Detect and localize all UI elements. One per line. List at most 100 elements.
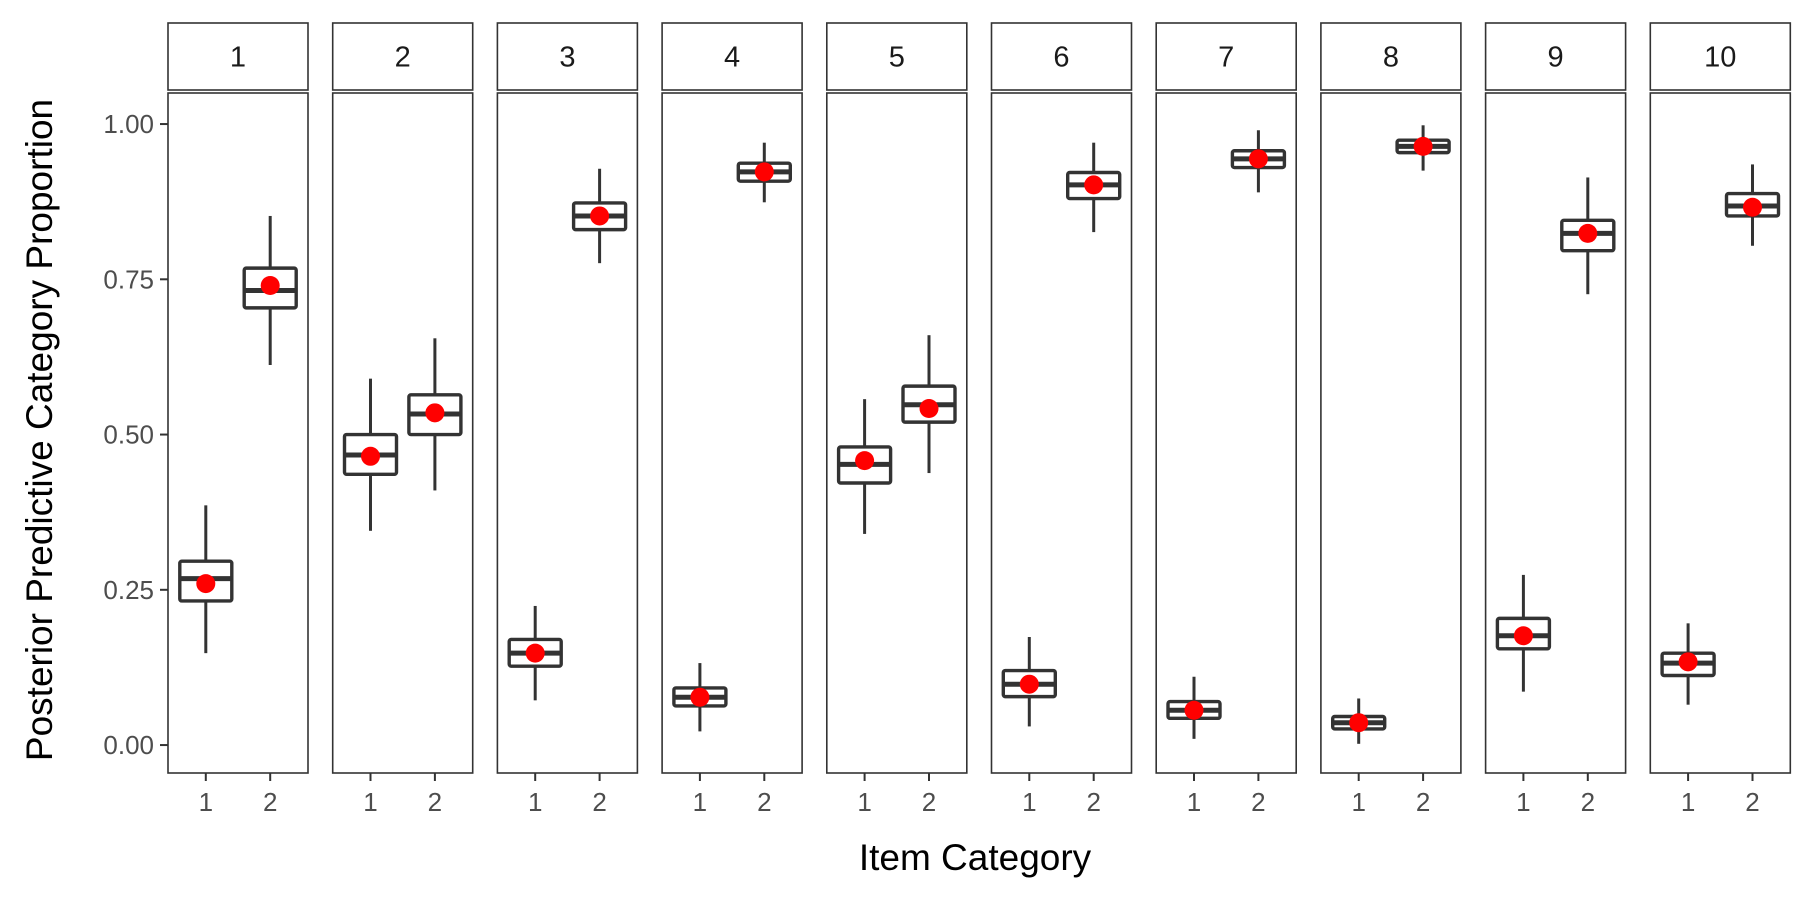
- observed-point: [855, 451, 875, 471]
- x-tick-label: 2: [1581, 787, 1595, 817]
- facet-strip: [167, 22, 309, 91]
- x-tick-label: 2: [592, 787, 606, 817]
- x-tick-label: 2: [1416, 787, 1430, 817]
- y-tick-label: 1.00: [103, 109, 154, 139]
- x-axis-title: Item Category: [859, 837, 1092, 878]
- x-tick-label: 2: [1086, 787, 1100, 817]
- facet-strip: [496, 22, 639, 91]
- observed-point: [590, 206, 610, 226]
- x-tick-label: 2: [1251, 787, 1265, 817]
- observed-point: [1513, 626, 1533, 646]
- y-axis: 0.00 0.25 0.50 0.75 1.00: [103, 109, 168, 760]
- boxplot-2-1: [342, 378, 399, 531]
- boxplot-1-1: [178, 505, 234, 654]
- observed-point: [1084, 175, 1104, 195]
- observed-point: [754, 162, 774, 182]
- facet-strip-label: 6: [1053, 42, 1069, 74]
- x-tick-label: 2: [263, 787, 277, 817]
- boxplot-2-2: [407, 338, 463, 491]
- facet-panel-1: 1 1 2: [167, 22, 309, 817]
- boxplot-6-2: [1065, 142, 1122, 233]
- facet-strip-label: 2: [395, 42, 411, 74]
- facet-panel-6: 6 1 2: [990, 22, 1133, 817]
- x-tick-label: 2: [428, 787, 442, 817]
- y-tick-label: 0.25: [103, 575, 154, 605]
- facet-strip: [1155, 22, 1297, 91]
- observed-point: [919, 398, 939, 418]
- facet-strip-label: 9: [1548, 42, 1564, 74]
- x-tick-label: 1: [199, 787, 213, 817]
- facet-plot-area: [1155, 92, 1297, 774]
- boxplot-4-1: [672, 663, 728, 732]
- x-tick-label: 1: [1681, 787, 1695, 817]
- x-tick-label: 2: [922, 787, 936, 817]
- facet-plot-area: [661, 92, 803, 774]
- y-axis-title: Posterior Predictive Category Proportion: [19, 99, 60, 761]
- boxplot-8-1: [1330, 698, 1387, 744]
- facet-plot-area: [1320, 92, 1462, 774]
- facet-strip-label: 1: [230, 42, 246, 74]
- boxplot-3-1: [507, 605, 563, 701]
- observed-point: [196, 574, 216, 594]
- observed-point: [1184, 700, 1204, 720]
- facet-strip-label: 5: [889, 42, 905, 74]
- observed-point: [425, 403, 445, 423]
- facet-strip: [1320, 22, 1462, 91]
- x-tick-label: 1: [1022, 787, 1036, 817]
- facet-panel-7: 7 1 2: [1155, 22, 1297, 817]
- boxplot-9-2: [1560, 177, 1616, 295]
- boxplot-7-2: [1230, 130, 1287, 193]
- observed-point: [1413, 136, 1433, 156]
- boxplot-7-1: [1166, 676, 1222, 739]
- x-tick-label: 2: [1745, 787, 1759, 817]
- facet-panel-5: 5 1 2: [825, 22, 968, 817]
- facet-strip: [1649, 22, 1792, 91]
- facet-plot-area: [167, 92, 309, 774]
- boxplot-10-1: [1660, 623, 1716, 705]
- x-tick-label: 1: [693, 787, 707, 817]
- x-tick-label: 1: [363, 787, 377, 817]
- facet-panel-9: 9 1 2: [1484, 22, 1627, 817]
- observed-point: [1578, 223, 1598, 243]
- x-tick-label: 1: [528, 787, 542, 817]
- facet-strip: [331, 22, 474, 91]
- x-tick-label: 1: [1351, 787, 1365, 817]
- facet-strip: [990, 22, 1133, 91]
- observed-point: [1248, 149, 1268, 169]
- facet-strip-label: 10: [1704, 42, 1736, 74]
- observed-point: [260, 276, 280, 296]
- facet-plot-area: [990, 92, 1133, 774]
- facet-strip-label: 8: [1383, 42, 1399, 74]
- boxplot-3-2: [571, 168, 628, 264]
- observed-point: [1019, 674, 1039, 694]
- boxplot-8-2: [1395, 125, 1451, 171]
- x-tick-label: 1: [1516, 787, 1530, 817]
- boxplot-9-1: [1495, 574, 1552, 692]
- boxplot-4-2: [736, 142, 792, 203]
- facet-panel-8: 8 1 2: [1320, 22, 1462, 817]
- y-tick-label: 0.75: [103, 264, 154, 294]
- x-tick-label: 2: [757, 787, 771, 817]
- facet-plot-area: [1484, 92, 1627, 774]
- facet-plot-area: [496, 92, 639, 774]
- facet-strip: [825, 22, 968, 91]
- facet-strip-label: 7: [1218, 42, 1234, 74]
- facet-panel-10: 10 1 2: [1649, 22, 1792, 817]
- y-tick-label: 0.00: [103, 730, 154, 760]
- boxplot-5-1: [836, 399, 893, 534]
- x-tick-label: 1: [857, 787, 871, 817]
- facet-panel-3: 3 1 2: [496, 22, 639, 817]
- facet-panel-4: 4 1 2: [661, 22, 803, 817]
- boxplot-1-2: [242, 215, 298, 365]
- facet-strip-label: 3: [559, 42, 575, 74]
- observed-point: [1349, 713, 1369, 733]
- boxplot-6-1: [1001, 637, 1057, 727]
- observed-point: [361, 446, 380, 466]
- boxplot-10-2: [1724, 164, 1781, 246]
- y-tick-label: 0.50: [103, 420, 154, 450]
- observed-point: [690, 687, 710, 707]
- facet-strip: [1484, 22, 1627, 91]
- observed-point: [1743, 197, 1762, 217]
